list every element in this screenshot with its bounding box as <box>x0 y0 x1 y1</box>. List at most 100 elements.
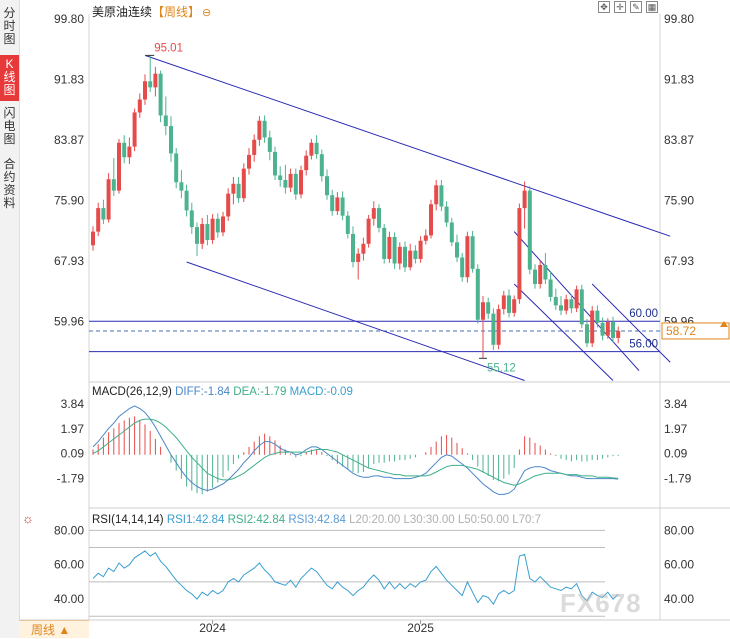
level-60-label: 60.00 <box>629 308 658 320</box>
crosshair-icon[interactable]: ✛ <box>614 1 626 13</box>
candle-body <box>267 137 272 152</box>
dropdown-arrow-icon: ▲ <box>58 623 71 637</box>
rsi1-value: RSI1:42.84 <box>166 514 225 526</box>
price-tick-left: 91.83 <box>54 73 84 87</box>
rsi-tick-left: 80.00 <box>54 523 84 537</box>
candle-body <box>501 295 506 310</box>
rsi-line <box>92 550 619 606</box>
candle-body <box>559 305 563 311</box>
grid-icon[interactable]: ▦ <box>646 1 658 13</box>
candle-body <box>143 81 147 100</box>
rsi3-value: RSI3:42.84 <box>288 514 346 526</box>
candle-body <box>304 155 309 171</box>
left-tab-bar <box>0 0 20 638</box>
macd-tick-left: 0.09 <box>61 447 85 461</box>
macd-diff-value: DIFF:-1.84 <box>175 386 231 398</box>
candle-body <box>512 299 517 313</box>
candle-body <box>496 309 501 345</box>
candle-body <box>106 179 111 220</box>
candle-body <box>543 265 548 280</box>
candle-body <box>215 218 220 233</box>
candle-body <box>507 295 511 313</box>
macd-params: MACD(26,12,9) <box>92 386 172 398</box>
candle-body <box>163 115 168 127</box>
watermark: FX678 <box>560 588 642 618</box>
rsi-l50-value: L50:50.00 <box>457 514 510 526</box>
candle-body <box>527 190 532 270</box>
minus-circle-icon[interactable]: ⊖ <box>202 7 212 19</box>
rsi-params: RSI(14,14,14) <box>92 514 164 526</box>
candle-body <box>117 142 121 191</box>
candle-body <box>574 289 579 309</box>
candle-body <box>293 173 298 195</box>
candle-body <box>174 153 179 183</box>
candle-body <box>491 313 496 345</box>
chart-title: 美原油连续【周线】 ⊖ <box>92 3 211 20</box>
candle-body <box>569 299 574 309</box>
last-price-tag <box>661 322 730 340</box>
candle-body <box>538 265 543 285</box>
instrument-name: 美原油连续 <box>92 5 153 19</box>
rsi-l30-value: L30:30.00 <box>403 514 455 526</box>
candle-body <box>340 197 345 216</box>
candle-body <box>579 289 584 325</box>
last-price-value: 58.72 <box>666 324 696 338</box>
candle-body <box>423 235 428 241</box>
candle-body <box>356 253 361 263</box>
candle-body <box>460 257 465 278</box>
candle-body <box>590 310 595 344</box>
fullscreen-icon[interactable]: ✥ <box>598 1 610 13</box>
candle-body <box>444 206 449 223</box>
candle-body <box>413 250 418 259</box>
candle-body <box>366 218 371 244</box>
candle-body <box>605 322 610 336</box>
candle-body <box>278 175 283 180</box>
rsi-l20-value: L20:20.00 <box>349 514 401 526</box>
price-tick-left: 75.90 <box>54 194 84 208</box>
period-selector[interactable]: 周线 ▲ <box>19 620 89 638</box>
candle-body <box>475 268 480 320</box>
rsi-l70-value: L70:7 <box>512 514 542 526</box>
candle-body <box>408 250 413 268</box>
drawing-icon[interactable]: ✎ <box>630 1 642 13</box>
candle-body <box>449 222 454 243</box>
rsi-tick-right: 40.00 <box>664 592 694 606</box>
macd-legend: MACD(26,12,9) DIFF:-1.84 DEA:-1.79 MACD:… <box>92 386 353 398</box>
candle-body <box>611 322 615 338</box>
sidebar-tab-0[interactable]: 分时图 <box>3 6 16 46</box>
candle-body <box>184 190 189 211</box>
trend-line <box>591 283 671 363</box>
sidebar-tab-2[interactable]: 闪电图 <box>3 106 16 146</box>
price-tick-right: 83.87 <box>664 133 694 147</box>
price-tick-right: 67.93 <box>664 254 694 268</box>
candle-body <box>377 208 381 228</box>
candle-body <box>273 151 277 176</box>
candle-body <box>455 242 459 258</box>
price-tick-right: 75.90 <box>664 194 694 208</box>
macd-tick-left: 1.97 <box>61 422 85 436</box>
candle-body <box>335 197 340 212</box>
time-tick-label: 2024 <box>199 621 226 635</box>
settings-gear-icon: ☼ <box>22 511 34 526</box>
candle-body <box>585 324 589 344</box>
candle-body <box>179 182 184 191</box>
macd-dea-value: DEA:-1.79 <box>233 386 287 398</box>
candle-body <box>189 210 194 228</box>
candle-body <box>241 168 246 199</box>
candle-body <box>486 302 491 314</box>
candle-body <box>600 322 605 336</box>
price-tick-right: 91.83 <box>664 73 694 87</box>
candle-body <box>299 170 303 195</box>
sidebar-tab-3[interactable]: 合约资料 <box>3 157 16 210</box>
candle-body <box>127 146 132 158</box>
macd-tick-right: 0.09 <box>664 447 688 461</box>
macd-tick-left: 3.84 <box>61 397 85 411</box>
candle-body <box>148 81 153 88</box>
candle-body <box>96 208 101 232</box>
candle-body <box>439 185 444 207</box>
macd-dea-line <box>92 418 619 486</box>
macd-tick-right: 3.84 <box>664 397 688 411</box>
rsi-tick-left: 60.00 <box>54 558 84 572</box>
period-tag[interactable]: 【周线】 <box>152 5 201 19</box>
